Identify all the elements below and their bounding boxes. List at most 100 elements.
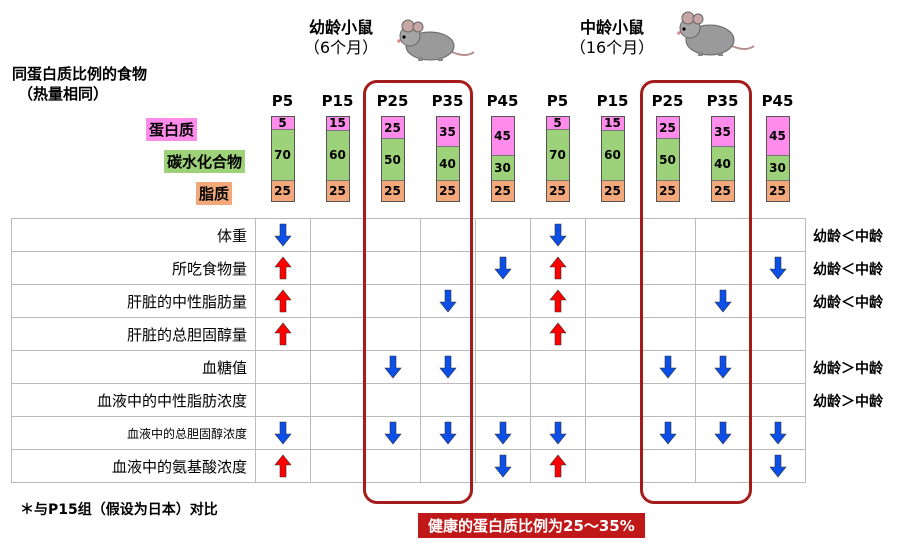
down-arrow-icon xyxy=(659,421,677,445)
table-row: 体重 xyxy=(11,218,806,252)
result-cell xyxy=(310,284,366,318)
result-cell xyxy=(530,251,586,285)
result-cell xyxy=(695,383,751,417)
down-arrow-icon xyxy=(494,421,512,445)
down-arrow-icon xyxy=(384,421,402,445)
result-cell xyxy=(475,218,531,252)
result-cell xyxy=(255,251,311,285)
up-arrow-icon xyxy=(274,289,292,313)
down-arrow-icon xyxy=(769,421,787,445)
column-label: P25 xyxy=(651,92,684,110)
bar-segment-fat: 25 xyxy=(601,180,624,201)
result-cell xyxy=(475,251,531,285)
footnote: ＊与P15组（假设为日本）对比 xyxy=(20,502,218,518)
result-cell xyxy=(750,449,806,483)
bar-segment-protein: 5 xyxy=(271,116,294,130)
result-cell xyxy=(585,383,641,417)
result-cell xyxy=(585,251,641,285)
composition-bar: 5 70 25 xyxy=(270,116,295,202)
food-label: 同蛋白质比例的食物 xyxy=(12,65,148,83)
result-cell xyxy=(255,416,311,450)
result-cell xyxy=(530,383,586,417)
column-label: P35 xyxy=(706,92,739,110)
young-group-title: 幼龄小鼠 （6个月） xyxy=(286,18,396,58)
down-arrow-icon xyxy=(274,223,292,247)
healthy-ratio-banner: 健康的蛋白质比例为25～35% xyxy=(418,513,645,538)
row-label: 体重 xyxy=(11,218,256,252)
legend-fat: 脂质 xyxy=(196,182,233,205)
composition-bar: 35 40 25 xyxy=(435,116,460,202)
result-cell xyxy=(530,350,586,384)
result-cell xyxy=(310,317,366,351)
column-label: P45 xyxy=(486,92,519,110)
down-arrow-icon xyxy=(769,454,787,478)
result-cell xyxy=(255,284,311,318)
result-cell xyxy=(255,218,311,252)
result-cell xyxy=(530,284,586,318)
bar-segment-protein: 5 xyxy=(546,116,569,130)
age-comparison: 幼龄＜中龄 xyxy=(813,229,883,245)
middle-group-name: 中龄小鼠 xyxy=(579,18,644,37)
down-arrow-icon xyxy=(439,421,457,445)
composition-bar: 45 30 25 xyxy=(765,116,790,202)
up-arrow-icon xyxy=(274,322,292,346)
result-cell xyxy=(585,449,641,483)
row-label: 血液中的中性脂肪浓度 xyxy=(11,383,256,417)
composition-bar: 15 60 25 xyxy=(325,116,350,202)
composition-bar: 25 50 25 xyxy=(380,116,405,202)
result-cell xyxy=(310,449,366,483)
row-label: 血糖值 xyxy=(11,350,256,384)
column-label: P25 xyxy=(376,92,409,110)
result-cell xyxy=(585,284,641,318)
age-comparison: 幼龄＞中龄 xyxy=(813,361,883,377)
age-comparison: 幼龄＜中龄 xyxy=(813,262,883,278)
bar-segment-fat: 25 xyxy=(491,180,514,201)
up-arrow-icon xyxy=(274,256,292,280)
column-label: P15 xyxy=(596,92,629,110)
bar-segment-protein: 15 xyxy=(326,116,349,130)
bar-segment-protein: 15 xyxy=(601,116,624,130)
result-cell xyxy=(365,284,421,318)
food-label-note: （热量相同） xyxy=(18,85,109,103)
young-group-age: （6个月） xyxy=(303,38,379,57)
result-cell xyxy=(530,449,586,483)
down-arrow-icon xyxy=(549,421,567,445)
bar-segment-protein: 45 xyxy=(766,117,789,155)
result-cell xyxy=(365,416,421,450)
bar-segment-carb: 70 xyxy=(546,129,569,180)
composition-bar: 35 40 25 xyxy=(710,116,735,202)
composition-bar: 45 30 25 xyxy=(490,116,515,202)
table-row: 血液中的氨基酸浓度 xyxy=(11,449,806,483)
table-row: 所吃食物量 xyxy=(11,251,806,285)
result-cell xyxy=(640,416,696,450)
down-arrow-icon xyxy=(494,256,512,280)
result-cell xyxy=(750,383,806,417)
result-cell xyxy=(475,416,531,450)
result-cell xyxy=(420,416,476,450)
up-arrow-icon xyxy=(549,256,567,280)
result-cell xyxy=(585,350,641,384)
result-cell xyxy=(420,449,476,483)
down-arrow-icon xyxy=(384,355,402,379)
result-cell xyxy=(750,416,806,450)
row-label: 所吃食物量 xyxy=(11,251,256,285)
result-cell xyxy=(475,350,531,384)
row-label: 肝脏的中性脂肪量 xyxy=(11,284,256,318)
result-cell xyxy=(365,317,421,351)
result-cell xyxy=(750,284,806,318)
down-arrow-icon xyxy=(714,355,732,379)
down-arrow-icon xyxy=(714,421,732,445)
bar-segment-carb: 30 xyxy=(766,154,789,180)
row-label: 肝脏的总胆固醇量 xyxy=(11,317,256,351)
results-table: 体重 所吃食物量 肝脏的中性脂肪量 肝脏的总胆固醇量 血糖值 血液中的中性脂肪浓度血液中的… xyxy=(11,218,806,483)
bar-segment-protein: 45 xyxy=(491,117,514,155)
result-cell xyxy=(530,317,586,351)
result-cell xyxy=(365,383,421,417)
composition-bar: 25 50 25 xyxy=(655,116,680,202)
table-row: 肝脏的总胆固醇量 xyxy=(11,317,806,351)
result-cell xyxy=(475,449,531,483)
up-arrow-icon xyxy=(549,289,567,313)
result-cell xyxy=(585,218,641,252)
result-cell xyxy=(475,383,531,417)
bar-segment-fat: 25 xyxy=(326,180,349,201)
